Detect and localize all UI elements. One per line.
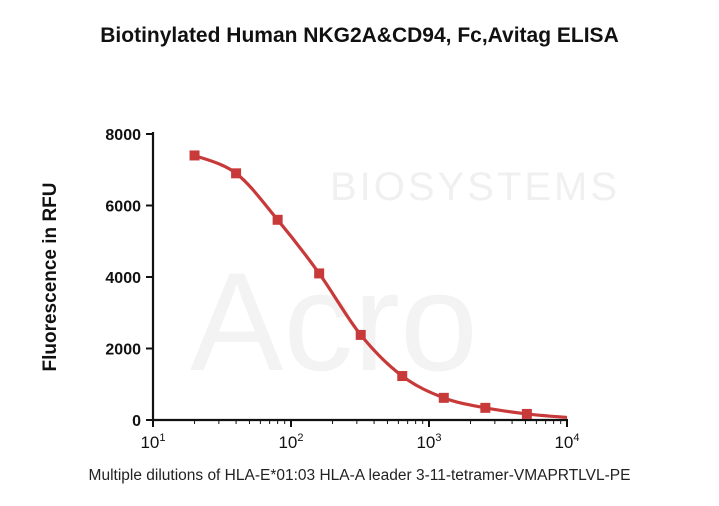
y-tick-label: 8000 [105, 127, 141, 144]
y-tick-label: 0 [132, 413, 141, 430]
fit-curve [193, 153, 568, 420]
data-point [480, 402, 491, 413]
chart-title: Biotinylated Human NKG2A&CD94, Fc,Avitag… [100, 24, 619, 47]
x-tick-label: 104 [554, 432, 579, 452]
x-tick-label: 101 [140, 432, 165, 452]
data-point [397, 371, 408, 382]
data-point [272, 214, 283, 225]
x-tick-label: 103 [416, 432, 441, 452]
watermark-text: BIOSYSTEMS [330, 165, 620, 209]
y-axis-label: Fluorescence in RFU [40, 183, 61, 372]
x-axis-label: Multiple dilutions of HLA-E*01:03 HLA-A … [88, 467, 631, 484]
y-tick-label: 2000 [105, 342, 141, 359]
data-point [231, 168, 242, 179]
data-point [189, 150, 200, 161]
data-point [438, 392, 449, 403]
x-tick-label: 102 [278, 432, 303, 452]
data-point [314, 268, 325, 279]
watermark-logo: Acro [190, 243, 478, 400]
y-tick-label: 6000 [105, 199, 141, 216]
data-point [355, 329, 366, 340]
data-point [521, 408, 532, 419]
y-tick-label: 4000 [105, 270, 141, 287]
